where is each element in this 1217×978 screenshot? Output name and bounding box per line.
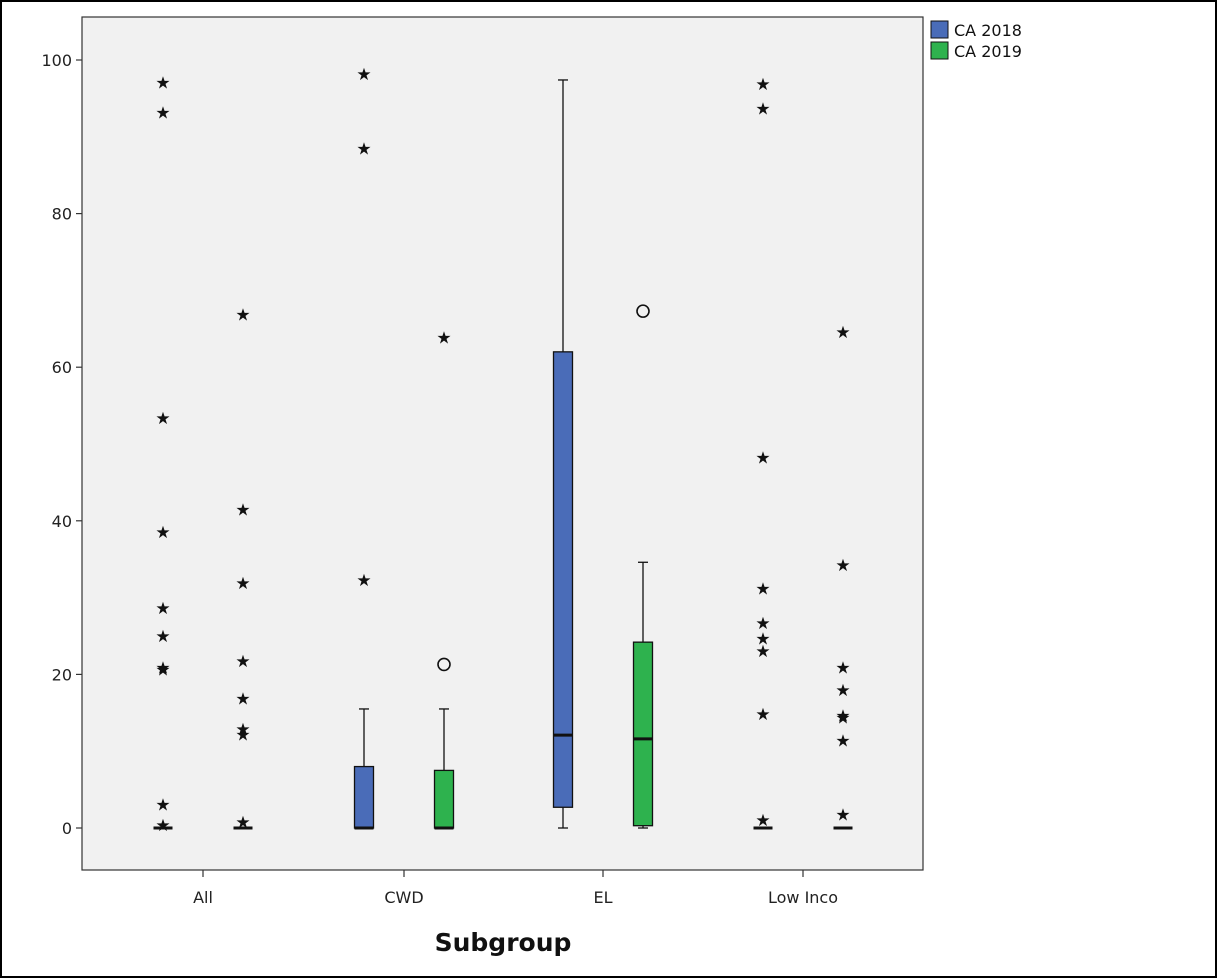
y-tick-label: 40: [52, 512, 72, 531]
box: [552, 351, 574, 808]
legend-swatch: [930, 41, 949, 60]
x-tick-label: All: [193, 888, 213, 907]
y-axis: 0 20 40 60 80 100: [41, 51, 82, 838]
extreme-point: ★: [755, 705, 770, 725]
extreme-point: ★: [755, 614, 770, 634]
box-group: ★★★★★★★★: [233, 305, 253, 833]
extreme-point: ★: [835, 323, 850, 343]
extreme-point: ★: [356, 140, 371, 160]
extreme-point: ★: [755, 580, 770, 600]
extreme-point: ★: [155, 74, 170, 94]
box: [353, 765, 375, 829]
extreme-point: ★: [755, 448, 770, 468]
extreme-point: ★: [436, 328, 451, 348]
outlier-point: [437, 657, 451, 672]
box-group: [552, 79, 574, 829]
box-group: ★: [433, 328, 455, 830]
extreme-point: ★: [235, 574, 250, 594]
extreme-point: ★: [155, 816, 170, 836]
x-tick-label: CWD: [384, 888, 423, 907]
extreme-point: ★: [835, 659, 850, 679]
extreme-point: ★: [755, 642, 770, 662]
extreme-point: ★: [835, 706, 850, 726]
extreme-point: ★: [356, 65, 371, 85]
y-tick-label: 20: [52, 665, 72, 684]
chart-marks: ★★★★★★★★★★★★★★★★★★★★★★★★★★★★★★★ ★★★★★★★★: [153, 65, 853, 836]
extreme-point: ★: [235, 305, 250, 325]
extreme-point: ★: [235, 813, 250, 833]
extreme-point: ★: [356, 571, 371, 591]
legend: CA 2018 CA 2019: [930, 20, 1022, 61]
y-tick-label: 60: [52, 358, 72, 377]
extreme-point: ★: [235, 689, 250, 709]
extreme-point: ★: [835, 556, 850, 576]
legend-label: CA 2019: [954, 42, 1022, 61]
extreme-point: ★: [155, 660, 170, 680]
extreme-point: ★: [835, 732, 850, 752]
extreme-point: ★: [835, 805, 850, 825]
box-group: ★★★★★★★★: [833, 323, 853, 830]
y-tick-label: 0: [62, 819, 72, 838]
legend-swatch: [930, 20, 949, 39]
box-group: [632, 304, 654, 829]
box-group: ★★★★★★★★★: [753, 75, 773, 831]
x-tick-label: EL: [593, 888, 612, 907]
extreme-point: ★: [755, 100, 770, 120]
x-tick-label: Low Inco: [768, 888, 838, 907]
extreme-point: ★: [155, 103, 170, 123]
box-group: ★ ★ ★: [353, 65, 375, 830]
box: [433, 769, 455, 829]
extreme-point: ★: [235, 652, 250, 672]
extreme-point: ★: [755, 75, 770, 95]
extreme-point: ★: [155, 523, 170, 543]
extreme-point: ★: [155, 409, 170, 429]
extreme-point: ★: [155, 599, 170, 619]
x-axis: All CWD EL Low Inco: [193, 870, 838, 907]
extreme-point: ★: [755, 811, 770, 831]
plot-area: [81, 16, 924, 871]
box: [632, 641, 654, 827]
box-group: ★★★★★★★★★★: [153, 74, 173, 836]
extreme-point: ★: [755, 630, 770, 650]
extreme-point: ★: [235, 501, 250, 521]
extreme-point: ★: [835, 681, 850, 701]
y-tick-label: 80: [52, 205, 72, 224]
x-axis-title: Subgroup: [435, 928, 572, 957]
extreme-point: ★: [155, 627, 170, 647]
extreme-point: ★: [155, 795, 170, 815]
legend-label: CA 2018: [954, 21, 1022, 40]
extreme-point: ★: [835, 709, 850, 729]
extreme-point: ★: [235, 720, 250, 740]
outlier-point: [636, 304, 650, 318]
extreme-point: ★: [235, 726, 250, 746]
y-tick-label: 100: [41, 51, 72, 70]
extreme-point: ★: [155, 659, 170, 679]
